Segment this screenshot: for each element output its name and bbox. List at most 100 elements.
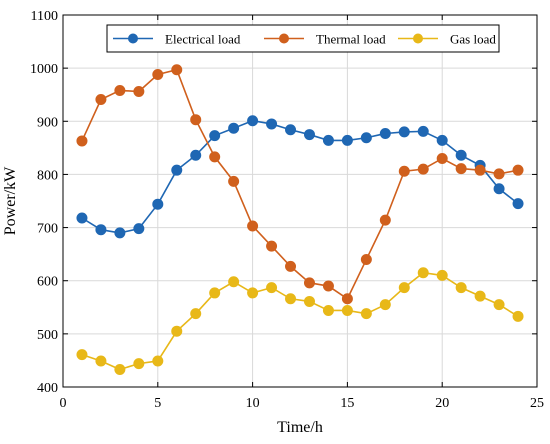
data-point	[455, 163, 467, 175]
y-tick-label: 1000	[30, 62, 58, 77]
data-point	[133, 358, 145, 370]
data-point	[247, 287, 259, 299]
data-point	[152, 355, 164, 367]
data-point	[512, 310, 524, 322]
data-point	[133, 223, 145, 235]
series-0	[76, 115, 524, 239]
data-point	[285, 293, 297, 305]
data-point	[379, 214, 391, 226]
y-tick-label: 1100	[31, 9, 58, 24]
data-point	[76, 212, 88, 224]
grid	[62, 14, 538, 388]
data-point	[493, 299, 505, 311]
x-tick-label: 20	[435, 396, 449, 411]
x-tick-label: 5	[154, 396, 161, 411]
data-point	[379, 128, 391, 140]
y-axis-title: Power/kW	[2, 166, 19, 235]
data-point	[114, 227, 126, 239]
data-point	[398, 126, 410, 138]
series-line	[81, 119, 519, 234]
x-tick-label: 15	[340, 396, 354, 411]
legend-label: Gas load	[450, 32, 496, 47]
data-point	[360, 253, 372, 265]
data-point	[209, 151, 221, 163]
data-point	[322, 280, 334, 292]
data-point	[152, 198, 164, 210]
legend-label: Thermal load	[316, 32, 386, 47]
data-point	[114, 84, 126, 96]
y-tick-label: 800	[37, 168, 58, 183]
data-point	[247, 220, 259, 232]
data-point	[285, 124, 297, 136]
data-point	[436, 152, 448, 164]
data-point	[95, 93, 107, 105]
data-point	[512, 198, 524, 210]
data-point	[266, 240, 278, 252]
series-2	[76, 267, 524, 375]
data-point	[398, 282, 410, 294]
data-point	[114, 363, 126, 375]
data-point	[322, 134, 334, 146]
data-point	[95, 224, 107, 236]
data-point	[360, 308, 372, 320]
tick-labels: 0 5 10 15 20 25 400 500 600 700 800 900 1000 1100	[30, 9, 544, 411]
data-point	[152, 69, 164, 81]
data-point	[455, 149, 467, 161]
data-point	[303, 277, 315, 289]
data-point	[512, 164, 524, 176]
data-point	[379, 299, 391, 311]
data-point	[303, 129, 315, 141]
x-tick-label: 10	[246, 396, 260, 411]
series-line	[81, 68, 519, 300]
data-point	[228, 175, 240, 187]
data-point	[417, 267, 429, 279]
data-point	[303, 295, 315, 307]
data-point	[247, 115, 259, 127]
y-tick-label: 900	[37, 115, 58, 130]
data-point	[228, 276, 240, 288]
data-point	[95, 355, 107, 367]
data-point	[190, 149, 202, 161]
data-point	[190, 308, 202, 320]
data-point	[171, 325, 183, 337]
data-point	[76, 349, 88, 361]
y-tick-label: 700	[37, 222, 58, 237]
y-tick-label: 600	[37, 275, 58, 290]
data-point	[455, 282, 467, 294]
data-point	[228, 122, 240, 134]
data-point	[436, 269, 448, 281]
data-point	[171, 164, 183, 176]
data-point	[266, 118, 278, 130]
data-point	[209, 287, 221, 299]
data-point	[474, 164, 486, 176]
data-point	[133, 86, 145, 98]
plot-frame	[62, 14, 538, 388]
data-point	[341, 293, 353, 305]
data-point	[417, 163, 429, 175]
data-point	[209, 130, 221, 142]
series-line	[81, 271, 519, 371]
x-tick-label: 0	[60, 396, 67, 411]
data-point	[171, 64, 183, 76]
data-point	[341, 304, 353, 316]
data-point	[493, 168, 505, 180]
data-point	[398, 165, 410, 177]
data-point	[417, 125, 429, 137]
legend-marker	[413, 33, 423, 44]
data-point	[322, 304, 334, 316]
data-point	[360, 132, 372, 144]
data-point	[266, 282, 278, 294]
y-tick-label: 500	[37, 328, 58, 343]
x-axis-title: Time/h	[277, 419, 323, 436]
data-point	[493, 183, 505, 195]
data-point	[436, 134, 448, 146]
legend-marker	[279, 33, 289, 44]
series-layer	[76, 64, 524, 375]
x-tick-label: 25	[530, 396, 544, 411]
data-point	[190, 114, 202, 126]
series-1	[76, 64, 524, 305]
legend-marker	[128, 33, 138, 44]
data-point	[76, 135, 88, 147]
